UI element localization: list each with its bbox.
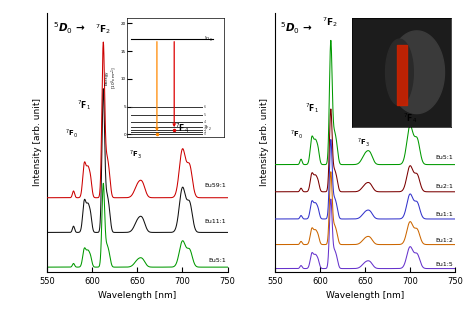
Text: $^7$F$_4$: $^7$F$_4$ [403,111,417,125]
Text: Eu2:1: Eu2:1 [435,185,453,190]
Text: $^7$F$_1$: $^7$F$_1$ [305,101,319,115]
Text: Eu59:1: Eu59:1 [204,183,226,188]
Text: Eu1:5: Eu1:5 [436,262,453,267]
Text: $^7$F$_1$: $^7$F$_1$ [77,98,91,112]
Text: $^5$D$_0$ →: $^5$D$_0$ → [280,21,313,36]
Text: $^7$F$_2$: $^7$F$_2$ [95,22,111,36]
Text: $^7$F$_0$: $^7$F$_0$ [290,128,303,141]
Text: $^7$F$_3$: $^7$F$_3$ [129,148,142,161]
Text: Eu1:1: Eu1:1 [436,212,453,217]
Text: $^7$F$_4$: $^7$F$_4$ [175,121,190,135]
Y-axis label: Intensity [arb. unit]: Intensity [arb. unit] [33,98,42,186]
Text: Eu5:1: Eu5:1 [436,155,453,160]
Y-axis label: Intensity [arb. unit]: Intensity [arb. unit] [260,98,269,186]
Text: Eu11:1: Eu11:1 [204,219,226,224]
X-axis label: Wavelength [nm]: Wavelength [nm] [98,291,177,300]
Text: $^7$F$_3$: $^7$F$_3$ [357,136,370,149]
Text: Eu5:1: Eu5:1 [208,258,226,263]
Text: $^5$D$_0$ →: $^5$D$_0$ → [53,21,85,36]
Text: Eu1:2: Eu1:2 [435,238,453,243]
X-axis label: Wavelength [nm]: Wavelength [nm] [326,291,404,300]
Text: $^7$F$_2$: $^7$F$_2$ [322,15,338,29]
Text: $^7$F$_0$: $^7$F$_0$ [65,127,78,140]
